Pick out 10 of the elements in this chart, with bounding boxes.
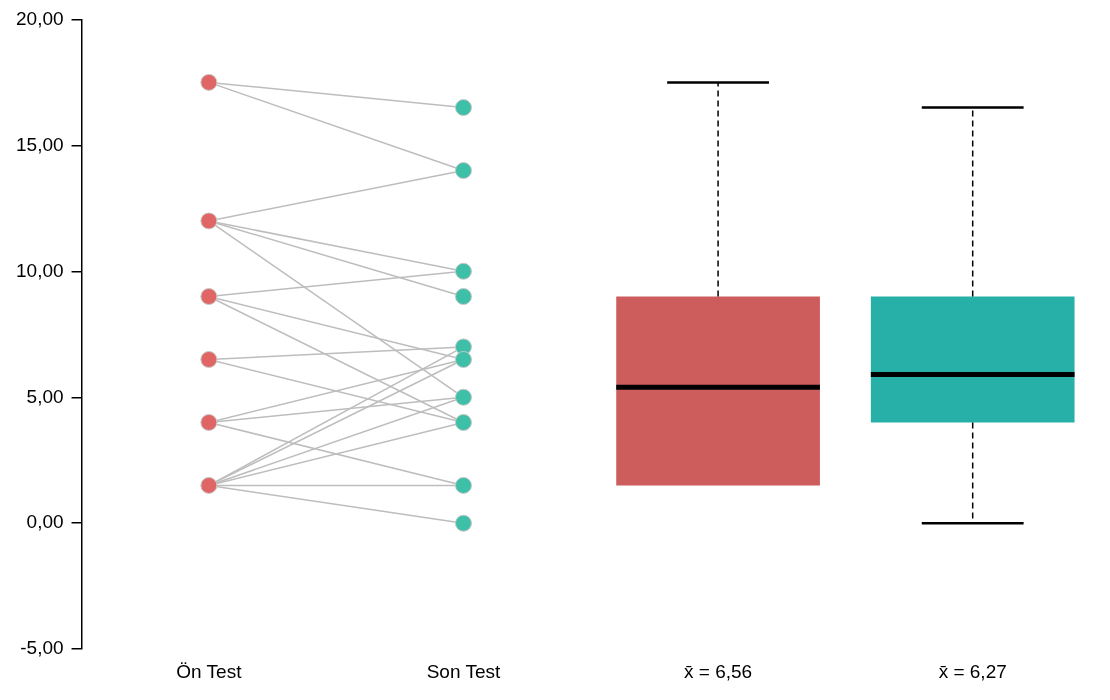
y-tick-label: 0,00 — [26, 511, 64, 533]
y-tick-label: 10,00 — [16, 259, 64, 281]
x-tick-label: Ön Test — [176, 660, 243, 682]
y-tick-label: -5,00 — [20, 637, 64, 659]
y-tick-label: 20,00 — [16, 7, 64, 29]
x-tick-label: x̄ = 6,27 — [938, 660, 1007, 682]
x-tick-label: x̄ = 6,56 — [684, 660, 753, 682]
x-tick-label: Son Test — [426, 660, 501, 682]
y-tick-label: 5,00 — [26, 385, 64, 407]
y-tick-label: 15,00 — [16, 133, 64, 155]
